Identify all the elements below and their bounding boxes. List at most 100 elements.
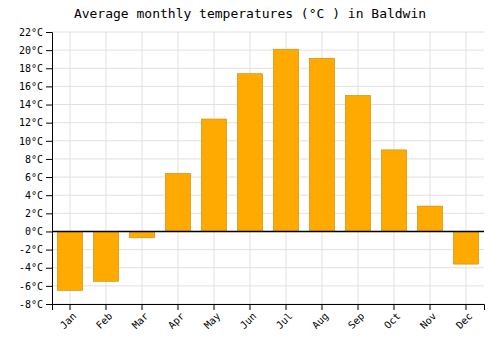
grid — [52, 32, 484, 304]
y-tick-label: 0°C — [25, 226, 43, 237]
bar — [453, 231, 478, 264]
x-axis: Jan Feb Mar Apr May Jun Jul Aug Sep Oct Nov Dec — [53, 304, 485, 331]
x-tick-label: Oct — [382, 310, 403, 331]
x-tick-mark — [106, 304, 107, 310]
y-tick: -4°C — [19, 262, 52, 273]
grid-line-y — [52, 158, 484, 159]
y-tick-label: -4°C — [19, 262, 43, 273]
x-tick-label: Aug — [310, 310, 331, 331]
y-tick-mark — [46, 213, 52, 214]
x-tick: Apr — [166, 304, 187, 331]
y-tick-label: 2°C — [25, 208, 43, 219]
bar — [417, 206, 442, 231]
y-tick: 2°C — [25, 208, 52, 219]
y-tick-label: 12°C — [19, 117, 43, 128]
grid-line-y — [52, 122, 484, 123]
bar — [237, 74, 262, 232]
y-tick: 10°C — [19, 136, 52, 147]
bar — [309, 58, 334, 231]
y-tick: 16°C — [19, 81, 52, 92]
y-tick-label: 6°C — [25, 172, 43, 183]
y-tick-label: 4°C — [25, 190, 43, 201]
bar — [201, 119, 226, 231]
y-tick: -6°C — [19, 281, 52, 292]
zero-line — [52, 231, 484, 233]
grid-line-y — [52, 140, 484, 141]
y-tick: -2°C — [19, 244, 52, 255]
y-tick-mark — [46, 141, 52, 142]
x-tick-label: Apr — [166, 310, 187, 331]
x-tick-mark — [250, 304, 251, 310]
x-tick: Jun — [238, 304, 259, 331]
bar — [165, 173, 190, 231]
y-tick-label: 16°C — [19, 81, 43, 92]
x-tick-mark — [322, 304, 323, 310]
grid-line-y — [52, 285, 484, 286]
grid-line-y — [52, 50, 484, 51]
x-tick-label: Dec — [454, 310, 475, 331]
y-tick-mark — [46, 105, 52, 106]
x-tick-label: Jul — [274, 310, 295, 331]
x-tick-mark — [430, 304, 431, 310]
x-tick: Aug — [310, 304, 331, 331]
bar — [273, 49, 298, 231]
y-tick: 20°C — [19, 45, 52, 56]
x-axis-line — [53, 305, 485, 311]
x-tick-label: Sep — [346, 310, 367, 331]
y-tick-mark — [46, 123, 52, 124]
bar — [381, 150, 406, 232]
x-tick-label: May — [202, 310, 223, 331]
x-tick: Jan — [58, 304, 79, 331]
y-tick-mark — [46, 268, 52, 269]
y-tick-mark — [46, 50, 52, 51]
x-tick: Feb — [94, 304, 115, 331]
y-tick-mark — [46, 250, 52, 251]
y-tick: 18°C — [19, 63, 52, 74]
y-axis-line — [46, 33, 53, 305]
grid-line-y — [52, 68, 484, 69]
x-tick: Jul — [274, 304, 295, 331]
x-tick-mark — [142, 304, 143, 310]
chart-container: Average monthly temperatures (°C ) in Ba… — [0, 0, 500, 350]
x-tick: Nov — [418, 304, 439, 331]
y-tick: 4°C — [25, 190, 52, 201]
grid-line-y — [52, 32, 484, 33]
y-axis: -8°C-6°C-4°C-2°C0°C2°C4°C6°C8°C10°C12°C1… — [19, 27, 53, 310]
y-tick-mark — [46, 68, 52, 69]
y-tick-mark — [46, 195, 52, 196]
x-tick-label: Nov — [418, 310, 439, 331]
y-tick-mark — [46, 177, 52, 178]
grid-line-y — [52, 104, 484, 105]
y-tick: 0°C — [25, 226, 52, 237]
y-tick-label: -6°C — [19, 281, 43, 292]
y-tick-label: 14°C — [19, 99, 43, 110]
y-tick-mark — [46, 304, 52, 305]
grid-line-y — [52, 231, 484, 232]
x-tick-mark — [466, 304, 467, 310]
x-tick-mark — [358, 304, 359, 310]
y-tick-mark — [46, 159, 52, 160]
grid-line-x — [178, 32, 179, 304]
y-tick: -8°C — [19, 299, 52, 310]
grid-line-x — [142, 32, 143, 304]
bar — [129, 231, 154, 237]
bar — [57, 231, 82, 290]
x-tick-label: Jun — [238, 310, 259, 331]
bar — [93, 231, 118, 281]
plot: -8°C-6°C-4°C-2°C0°C2°C4°C6°C8°C10°C12°C1… — [19, 27, 485, 331]
y-tick-mark — [46, 32, 52, 33]
x-tick-label: Mar — [130, 310, 151, 331]
x-tick-mark — [286, 304, 287, 310]
x-tick-mark — [394, 304, 395, 310]
x-tick: Sep — [346, 304, 367, 331]
x-tick-mark — [70, 304, 71, 310]
chart-title: Average monthly temperatures (°C ) in Ba… — [74, 6, 426, 21]
y-tick-mark — [46, 231, 52, 232]
grid-line-x — [430, 32, 431, 304]
x-tick-mark — [178, 304, 179, 310]
y-tick-label: -8°C — [19, 299, 43, 310]
x-tick-label: Feb — [94, 310, 115, 331]
y-tick: 14°C — [19, 99, 52, 110]
x-tick-mark — [214, 304, 215, 310]
y-tick-label: 22°C — [19, 27, 43, 38]
